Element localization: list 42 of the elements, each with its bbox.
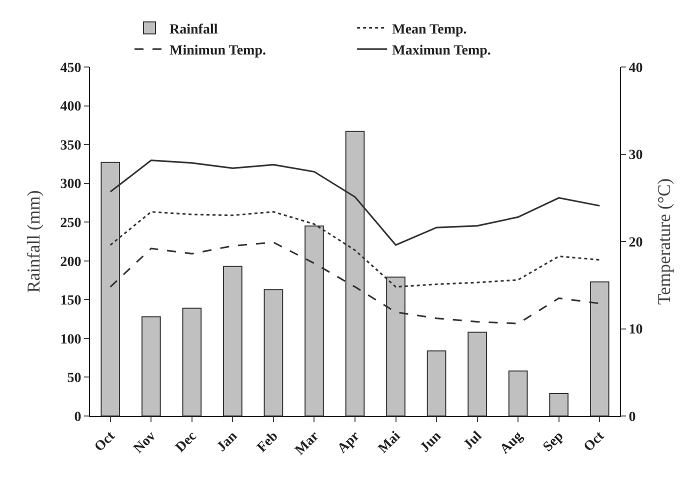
x-tick-label: Nov — [131, 428, 159, 457]
bar — [508, 370, 528, 416]
y-tick-label: 150 — [60, 294, 82, 309]
y-tick-label: 450 — [60, 60, 82, 76]
y2-tick-label: 0 — [628, 410, 636, 425]
x-tick-label: Oct — [581, 428, 608, 455]
legend-label: Mean Temp. — [392, 22, 467, 38]
y2-tick-label: 30 — [628, 148, 643, 164]
y-tick-label: 0 — [74, 410, 82, 425]
legend-label: Maximun Temp. — [392, 44, 491, 59]
y-tick-label: 250 — [60, 216, 82, 232]
x-tick-label: Jun — [418, 428, 444, 456]
x-tick-label: Mai — [376, 428, 404, 457]
bar — [426, 350, 446, 416]
bar — [549, 393, 569, 416]
bar — [182, 308, 202, 416]
x-tick-label: Dec — [173, 428, 200, 456]
x-tick-label: Feb — [254, 428, 282, 456]
y-tick-label: 300 — [60, 177, 82, 192]
y2-tick-label: 20 — [628, 235, 643, 250]
y2-tick-label: 40 — [628, 60, 643, 76]
bar — [223, 266, 242, 416]
x-tick-label: Oct — [92, 428, 118, 455]
x-tick-label: Aug — [498, 428, 526, 458]
y-tick-label: 400 — [60, 100, 82, 115]
y-tick-label: 50 — [67, 371, 82, 386]
x-tick-label: Apr — [335, 428, 363, 457]
x-tick-label: Mar — [292, 428, 322, 458]
x-tick-label: Jul — [461, 428, 486, 453]
bar — [141, 316, 161, 416]
y-tick-label: 200 — [60, 254, 82, 270]
y-axis-title: Rainfall (mm) — [23, 190, 44, 293]
y2-tick-label: 10 — [628, 322, 643, 338]
legend-label: Minimun Temp. — [170, 44, 266, 59]
y-tick-label: 100 — [60, 332, 82, 348]
bar — [264, 289, 284, 416]
bar — [468, 332, 487, 416]
y-tick-label: 350 — [60, 138, 82, 154]
x-tick-label: Jan — [214, 428, 241, 455]
y2-axis-title: Temperature (°C) — [654, 178, 674, 305]
x-tick-label: Sep — [540, 428, 567, 455]
legend-label: Rainfall — [170, 22, 218, 38]
